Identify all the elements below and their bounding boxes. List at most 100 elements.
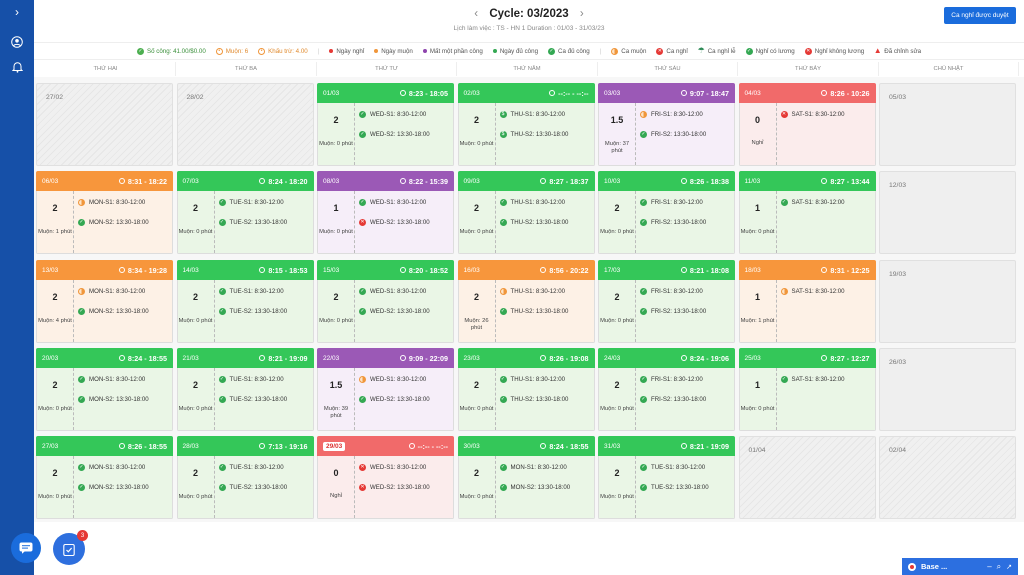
shift-row[interactable]: ✕ WED-S2: 13:30-18:00 <box>359 219 430 226</box>
shift-row[interactable]: ✕ WED-S2: 13:30-18:00 <box>359 484 430 491</box>
shift-row[interactable]: ✓ MON-S1: 8:30-12:00 <box>499 464 567 471</box>
shift-row[interactable]: FRI-S1: 8:30-12:00 <box>640 111 703 118</box>
late-note: Muộn: 0 phút <box>459 141 494 147</box>
day-header: 24/03 8:24 - 19:06 <box>598 348 735 368</box>
shift-row[interactable]: ✓ TUE-S1: 8:30-12:00 <box>218 288 284 295</box>
shift-row[interactable]: ✓ WED-S1: 8:30-12:00 <box>359 288 426 295</box>
day-cell[interactable]: 24/03 8:24 - 19:06 2 Muộn: 0 phút ✓ FRI-S1: 8… <box>598 348 735 431</box>
shift-row[interactable]: SAT-S1: 8:30-12:00 <box>780 288 845 295</box>
checkin-range: 8:34 - 19:28 <box>118 266 167 275</box>
shift-row[interactable]: ✓ TUE-S2: 13:30-18:00 <box>218 396 287 403</box>
day-cell[interactable]: 15/03 8:20 - 18:52 2 Muộn: 0 phút ✓ WED-S1: 8… <box>317 260 454 343</box>
bell-icon[interactable] <box>9 59 25 75</box>
shift-row[interactable]: ✓ TUE-S1: 8:30-12:00 <box>218 376 284 383</box>
day-cell[interactable]: 06/03 8:31 - 18:22 2 Muộn: 1 phút MON-S1: 8:… <box>36 171 173 254</box>
day-cell[interactable]: 23/03 8:26 - 19:08 2 Muộn: 0 phút ✓ THU-S1: 8… <box>457 348 595 431</box>
shift-row[interactable]: ✓ TUE-S2: 13:30-18:00 <box>218 308 287 315</box>
shift-row[interactable]: ✓ THU-S2: 13:30-18:00 <box>499 396 568 403</box>
day-cell[interactable]: 25/03 8:27 - 12:27 1 Muộn: 0 phút ✓ SAT-S1: 8… <box>738 348 876 431</box>
shift-row[interactable]: WED-S1: 8:30-12:00 <box>359 376 426 383</box>
shift-row[interactable]: ✓ FRI-S2: 13:30-18:00 <box>640 219 706 226</box>
day-cell[interactable]: 22/03 9:09 - 22:09 1.5 Muộn: 39 phút WED-S1:… <box>317 348 454 431</box>
shift-row[interactable]: ✓ WED-S1: 8:30-12:00 <box>359 199 426 206</box>
minimize-icon[interactable]: – <box>987 562 992 571</box>
day-cell[interactable]: 21/03 8:21 - 19:09 2 Muộn: 0 phút ✓ TUE-S1: 8… <box>176 348 314 431</box>
shift-row[interactable]: ✓ THU-S1: 8:30-12:00 <box>499 199 565 206</box>
shift-row[interactable]: MON-S1: 8:30-12:00 <box>78 288 145 295</box>
shift-row[interactable]: MON-S1: 8:30-12:00 <box>78 199 145 206</box>
day-cell[interactable]: 08/03 8:22 - 15:39 1 Muộn: 0 phút ✓ WED-S1: 8… <box>317 171 454 254</box>
shift-row[interactable]: ✓ TUE-S1: 8:30-12:00 <box>640 464 705 471</box>
shift-row[interactable]: ✓ TUE-S2: 13:30-18:00 <box>218 484 287 491</box>
shift-row[interactable]: ✓ TUE-S2: 13:30-18:00 <box>218 219 287 226</box>
shift-row[interactable]: ✓ WED-S2: 13:30-18:00 <box>359 131 430 138</box>
search-icon[interactable]: ⌕ <box>996 561 1002 571</box>
open-external-icon[interactable]: ↗ <box>1006 563 1012 571</box>
day-cell[interactable]: 18/03 8:31 - 12:25 1 Muộn: 1 phút SAT-S1: 8:… <box>738 260 876 343</box>
shift-row[interactable]: ✓ TUE-S1: 8:30-12:00 <box>218 464 284 471</box>
expand-chevron-icon[interactable]: › <box>15 5 19 19</box>
prev-cycle-button[interactable]: ‹ <box>474 8 479 20</box>
day-cell[interactable]: 07/03 8:24 - 18:20 2 Muộn: 0 phút ✓ TUE-S1: 8… <box>176 171 314 254</box>
day-cell[interactable]: 10/03 8:26 - 18:38 2 Muộn: 0 phút ✓ FRI-S1: 8… <box>598 171 735 254</box>
shift-row[interactable]: ✓ FRI-S2: 13:30-18:00 <box>640 308 706 315</box>
day-summary: 2 Muộn: 26 phút <box>459 280 496 342</box>
shift-row[interactable]: ✓ MON-S2: 13:30-18:00 <box>78 219 149 226</box>
day-cell[interactable]: 03/03 9:07 - 18:47 1.5 Muộn: 37 phút FRI-S1:… <box>598 83 735 166</box>
shift-row[interactable]: ✓ THU-S2: 13:30-18:00 <box>499 308 568 315</box>
day-cell[interactable]: 31/03 8:21 - 19:09 2 Muộn: 0 phút ✓ TUE-S1: 8… <box>598 436 735 519</box>
day-cell[interactable]: 16/03 8:56 - 20:22 2 Muộn: 26 phút THU-S1: 8… <box>457 260 595 343</box>
shift-row[interactable]: $ THU-S2: 13:30-18:00 <box>499 131 568 138</box>
day-cell[interactable]: 09/03 8:27 - 18:37 2 Muộn: 0 phút ✓ THU-S1: 8… <box>457 171 595 254</box>
shift-row[interactable]: ✓ MON-S1: 8:30-12:00 <box>78 464 145 471</box>
day-cell[interactable]: 04/03 8:26 - 10:26 0 Nghỉ ✕ SAT-S1: 8:30-12:0… <box>738 83 876 166</box>
base-chat-bar[interactable]: Base ... – ⌕ ↗ <box>902 558 1018 575</box>
day-cell[interactable]: 14/03 8:15 - 18:53 2 Muộn: 0 phút ✓ TUE-S1: 8… <box>176 260 314 343</box>
shift-row[interactable]: ✓ MON-S1: 8:30-12:00 <box>78 376 145 383</box>
day-header: 13/03 8:34 - 19:28 <box>36 260 173 280</box>
shift-row[interactable]: ✓ FRI-S1: 8:30-12:00 <box>640 376 703 383</box>
shift-row[interactable]: ✓ THU-S2: 13:30-18:00 <box>499 219 568 226</box>
day-cell[interactable]: 20/03 8:24 - 18:55 2 Muộn: 0 phút ✓ MON-S1: 8… <box>36 348 173 431</box>
day-cell[interactable]: 28/03 7:13 - 19:16 2 Muộn: 0 phút ✓ TUE-S1: 8… <box>176 436 314 519</box>
shift-label: FRI-S2: 13:30-18:00 <box>651 219 707 226</box>
day-body: 2 Muộn: 26 phút THU-S1: 8:30-12:00 ✓ THU-S2:… <box>457 280 595 343</box>
shift-row[interactable]: ✕ SAT-S1: 8:30-12:00 <box>780 111 845 118</box>
shift-row[interactable]: ✓ TUE-S1: 8:30-12:00 <box>218 199 284 206</box>
shift-row[interactable]: ✓ FRI-S2: 13:30-18:00 <box>640 131 706 138</box>
shift-row[interactable]: ✓ FRI-S1: 8:30-12:00 <box>640 199 703 206</box>
approved-leave-button[interactable]: Ca nghỉ được duyệt <box>944 7 1016 24</box>
shift-row[interactable]: ✓ THU-S1: 8:30-12:00 <box>499 376 565 383</box>
shift-late-icon <box>499 288 507 295</box>
day-cell[interactable]: 29/03 --:-- - --:-- 0 Nghỉ ✕ WED-S1: 8:30-12:… <box>317 436 454 519</box>
shift-label: MON-S2: 13:30-18:00 <box>89 484 149 491</box>
shift-row[interactable]: ✓ SAT-S1: 8:30-12:00 <box>780 376 845 383</box>
shift-row[interactable]: ✓ TUE-S2: 13:30-18:00 <box>640 484 709 491</box>
day-cell[interactable]: 02/03 --:-- - --:-- 2 Muộn: 0 phút $ THU-S1: … <box>457 83 595 166</box>
shift-row[interactable]: ✓ WED-S1: 8:30-12:00 <box>359 111 426 118</box>
shift-row[interactable]: THU-S1: 8:30-12:00 <box>499 288 565 295</box>
shift-row[interactable]: ✓ MON-S2: 13:30-18:00 <box>78 396 149 403</box>
day-header: 09/03 8:27 - 18:37 <box>457 171 595 191</box>
day-cell[interactable]: 30/03 8:24 - 18:55 2 Muộn: 0 phút ✓ MON-S1: 8… <box>457 436 595 519</box>
legend-clock-icon: • <box>215 47 223 55</box>
day-cell[interactable]: 17/03 8:21 - 18:08 2 Muộn: 0 phút ✓ FRI-S1: 8… <box>598 260 735 343</box>
shift-row[interactable]: ✓ MON-S2: 13:30-18:00 <box>499 484 570 491</box>
shift-row[interactable]: ✓ FRI-S2: 13:30-18:00 <box>640 396 706 403</box>
day-cell[interactable]: 27/03 8:26 - 18:55 2 Muộn: 0 phút ✓ MON-S1: 8… <box>36 436 173 519</box>
shift-row[interactable]: ✕ WED-S1: 8:30-12:00 <box>359 464 426 471</box>
chat-button[interactable] <box>11 533 41 563</box>
day-cell[interactable]: 13/03 8:34 - 19:28 2 Muộn: 4 phút MON-S1: 8:… <box>36 260 173 343</box>
shift-row[interactable]: ✓ SAT-S1: 8:30-12:00 <box>780 199 845 206</box>
shift-row[interactable]: ✓ WED-S2: 13:30-18:00 <box>359 308 430 315</box>
day-cell[interactable]: 01/03 8:23 - 18:05 2 Muộn: 0 phút ✓ WED-S1: 8… <box>317 83 454 166</box>
shift-row[interactable]: ✓ MON-S2: 13:30-18:00 <box>78 484 149 491</box>
next-cycle-button[interactable]: › <box>579 8 584 20</box>
shift-row[interactable]: ✓ MON-S2: 13:30-18:00 <box>78 308 149 315</box>
day-cell[interactable]: 11/03 8:27 - 13:44 1 Muộn: 0 phút ✓ SAT-S1: 8… <box>738 171 876 254</box>
shift-row[interactable]: ✓ FRI-S1: 8:30-12:00 <box>640 288 703 295</box>
user-icon[interactable] <box>9 34 25 50</box>
shift-row[interactable]: ✓ WED-S2: 13:30-18:00 <box>359 396 430 403</box>
shift-row[interactable]: $ THU-S1: 8:30-12:00 <box>499 111 565 118</box>
clock-icon <box>821 90 828 96</box>
